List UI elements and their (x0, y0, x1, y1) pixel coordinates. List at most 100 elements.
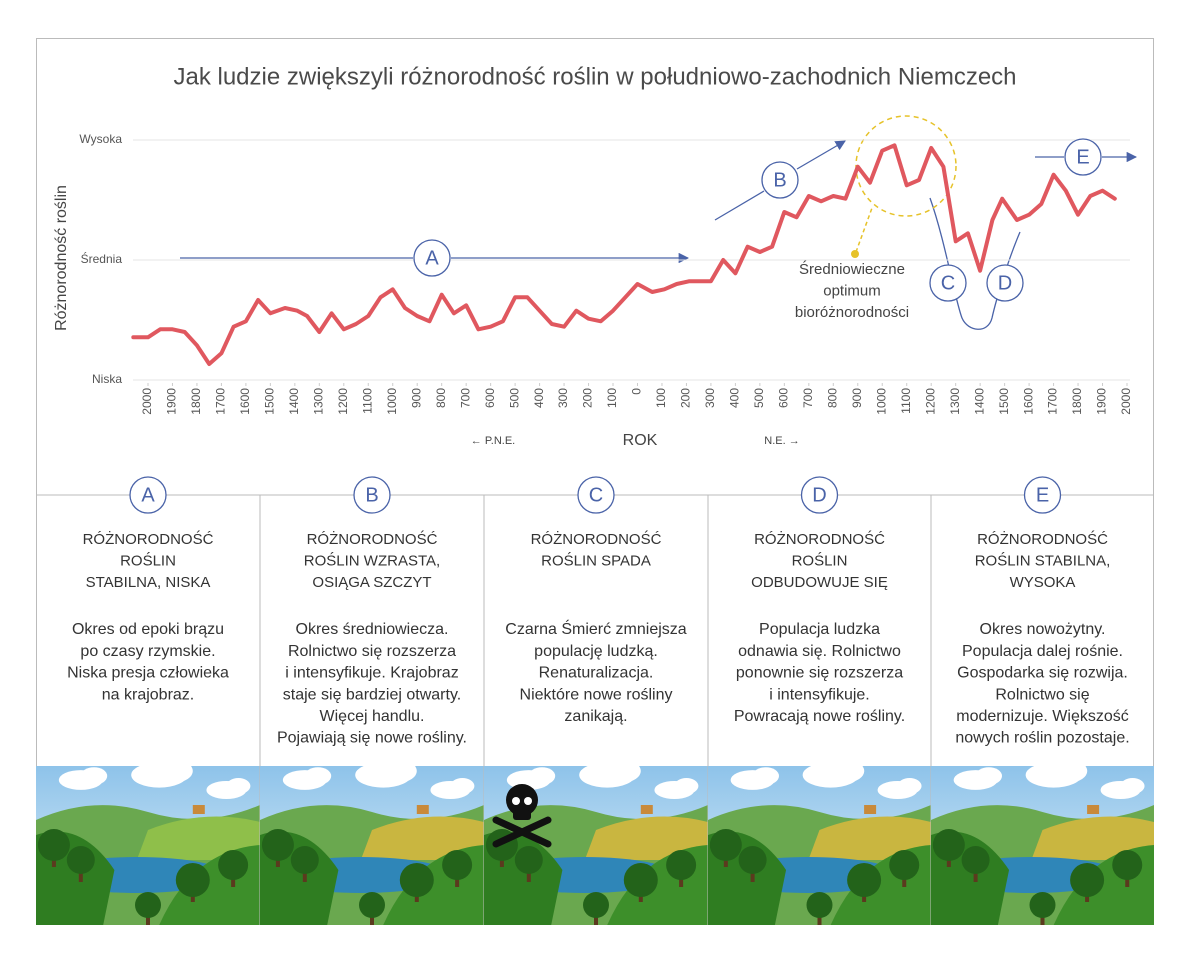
x-tick-label: 900 (409, 388, 423, 408)
annotation: bioróżnorodności (795, 304, 909, 321)
x-tick-label: 400 (532, 388, 546, 408)
x-tick-label: 1900 (165, 388, 179, 415)
panel-text: Gospodarka się rozwija. (957, 665, 1128, 682)
phase-letter: C (941, 272, 955, 294)
panel-text: zanikają. (564, 708, 627, 725)
tree (847, 863, 882, 897)
x-tick-label: 800 (825, 388, 839, 408)
x-axis-label: ROK (623, 432, 658, 449)
x-tick-label: 500 (507, 388, 521, 408)
chart-title: Jak ludzie zwiększyli różnorodność rośli… (173, 63, 1016, 90)
x-tick-label: 800 (434, 388, 448, 408)
panel-text: na krajobraz. (102, 686, 195, 703)
phase-marker (1064, 138, 1102, 176)
panel-text: Niektóre nowe rośliny (520, 686, 673, 703)
skull (506, 784, 538, 816)
panel-text: ponownie się rozszerza (736, 665, 903, 682)
tree (666, 850, 697, 880)
crossbones (492, 816, 552, 848)
x-tick-label: 1500 (997, 388, 1011, 415)
panel-text: nowych roślin pozostaje. (955, 730, 1129, 747)
panel-text: Populacja ludzka (759, 621, 880, 638)
panel-letter: A (141, 484, 155, 506)
y-axis-label: Różnorodność roślin (53, 185, 70, 331)
panel-marker (577, 476, 615, 514)
panel-text: staje się bardziej otwarty. (283, 686, 461, 703)
cloud (897, 778, 922, 794)
data-line (131, 143, 1117, 366)
tree (709, 829, 742, 861)
optimum-marker (851, 115, 957, 258)
cloud (226, 778, 251, 794)
landscape (931, 766, 1154, 925)
x-tick-label: 1400 (287, 388, 301, 415)
panel-text: Więcej handlu. (320, 708, 425, 725)
x-tick-label: 600 (777, 388, 791, 408)
cloud (383, 766, 417, 783)
panel-title: RÓŻNORODNOŚĆ (754, 530, 885, 548)
panel-text: i intensyfikuje. Krajobraz (285, 665, 458, 682)
tree (889, 850, 920, 880)
fields (136, 816, 260, 860)
tree (399, 863, 434, 897)
panel-text: Okres nowożytny. (980, 621, 1106, 638)
panel-title: ROŚLIN WZRASTA, (304, 551, 440, 569)
panel-title: ODBUDOWUJE SIĘ (751, 574, 888, 591)
tree (961, 846, 990, 874)
cloud (607, 766, 641, 783)
tree (66, 846, 95, 874)
x-tick-label: 1200 (923, 388, 937, 415)
tree (175, 863, 210, 897)
skull-eye (524, 797, 532, 805)
panel-marker (1023, 476, 1062, 514)
tree (1112, 850, 1143, 880)
panel-title: ROŚLIN (120, 551, 176, 569)
panel-letter: D (812, 484, 826, 506)
tree (135, 892, 161, 918)
cloud (1120, 778, 1145, 794)
panel-title: WYSOKA (1010, 574, 1076, 591)
tree (37, 829, 70, 861)
fields (360, 816, 484, 860)
tree (290, 846, 319, 874)
skull-eye (512, 797, 520, 805)
panel-title: RÓŻNORODNOŚĆ (977, 530, 1108, 548)
tree (623, 863, 658, 897)
panel-text: modernizuje. Większość (956, 708, 1129, 725)
tree (583, 892, 609, 918)
tree (738, 846, 767, 874)
fields (584, 816, 708, 860)
x-tick-label: 200 (679, 388, 693, 408)
cloud (80, 767, 108, 785)
phase-marker (929, 264, 967, 302)
x-tick-label: 1600 (1021, 388, 1035, 415)
y-tick-label: Niska (92, 372, 122, 386)
x-note-right: N.E. → (764, 435, 799, 447)
tree (218, 850, 249, 880)
panel-text: Powracają nowe rośliny. (734, 708, 905, 725)
cloud (1053, 766, 1088, 783)
x-tick-label: 300 (703, 388, 717, 408)
phase-letter: D (998, 272, 1012, 294)
landscape (484, 766, 708, 925)
panel-text: Populacja dalej rośnie. (962, 643, 1123, 660)
x-tick-label: 0 (630, 388, 644, 395)
house (864, 805, 877, 814)
panel-text: Niska presja człowieka (67, 665, 229, 682)
x-note-left: ← P.N.E. (471, 435, 515, 447)
panel-letter: C (589, 484, 603, 506)
x-tick-label: 1800 (189, 388, 203, 415)
x-tick-label: 1300 (948, 388, 962, 415)
x-tick-label: 100 (654, 388, 668, 408)
panel-title: ROŚLIN SPADA (541, 551, 651, 569)
panel-text: Czarna Śmierć zmniejsza (505, 619, 686, 638)
x-tick-label: 1100 (360, 388, 374, 414)
panel-title: ROŚLIN STABILNA, (975, 551, 1111, 569)
x-tick-label: 1600 (238, 388, 252, 415)
x-tick-label: 1500 (263, 388, 277, 415)
tree (932, 829, 965, 861)
panel-marker (129, 476, 167, 514)
panel-text: Okres od epoki brązu (72, 621, 224, 638)
tree (806, 892, 833, 918)
